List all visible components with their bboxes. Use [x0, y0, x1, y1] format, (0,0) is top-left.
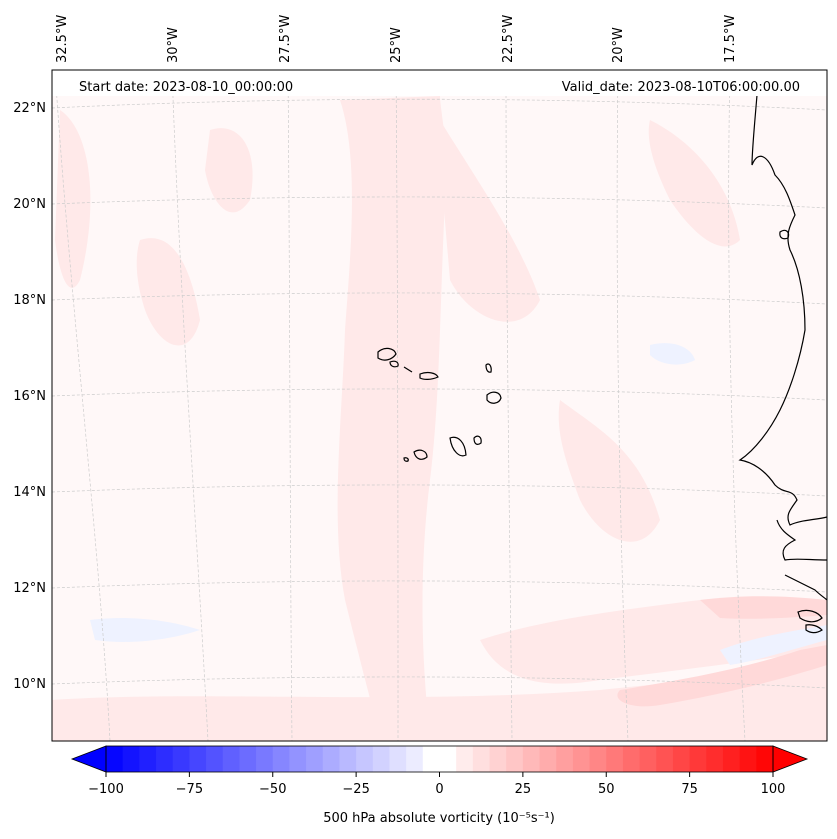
- colorbar-cell: [306, 746, 324, 772]
- colorbar-cell: [689, 746, 707, 772]
- colorbar-tick-label: 100: [761, 782, 786, 797]
- colorbar-tick-label: −100: [88, 782, 124, 797]
- colorbar-label: 500 hPa absolute vorticity (10⁻⁵s⁻¹): [323, 811, 555, 826]
- vorticity-field-stronger: [617, 596, 827, 707]
- start-date-label: Start date: 2023-08-10_00:00:00: [79, 80, 293, 95]
- map-panel: Start date: 2023-08-10_00:00:00 Valid_da…: [51, 69, 828, 742]
- lat-label-16n: 16°N: [13, 389, 46, 404]
- colorbar-cell: [439, 746, 457, 772]
- lon-label-17-5w: 17.5°W: [723, 15, 738, 63]
- lat-label-18n: 18°N: [13, 293, 46, 308]
- colorbar-cell: [156, 746, 174, 772]
- latitude-labels: 22°N 20°N 18°N 16°N 14°N 12°N 10°N: [13, 101, 46, 692]
- colorbar-cell: [472, 746, 491, 772]
- colorbar-cell: [706, 746, 724, 772]
- colorbar-cell: [239, 746, 257, 772]
- colorbar-cell: [256, 746, 274, 772]
- lat-label-14n: 14°N: [13, 485, 46, 500]
- africa-coast: [738, 94, 828, 526]
- colorbar-cell: [189, 746, 207, 772]
- lat-label-12n: 12°N: [13, 581, 46, 596]
- cape-verde-islands: [377, 347, 502, 462]
- colorbar-cell: [506, 746, 524, 772]
- colorbar-cell: [756, 746, 774, 772]
- lat-label-10n: 10°N: [13, 677, 46, 692]
- colorbar-cell: [172, 746, 190, 772]
- longitude-labels: 32.5°W 30°W 27.5°W 25°W 22.5°W 20°W 17.5…: [55, 15, 738, 63]
- colorbar-tick-label: −50: [259, 782, 286, 797]
- valid-date-label: Valid_date: 2023-08-10T06:00:00.00: [562, 80, 800, 95]
- coastline: [738, 94, 828, 634]
- colorbar-cell: [289, 746, 307, 772]
- lon-label-22-5w: 22.5°W: [501, 15, 516, 63]
- colorbar-cell: [489, 746, 507, 772]
- colorbar-cell: [122, 746, 140, 772]
- colorbar-cell: [222, 746, 240, 772]
- colorbar-cell: [406, 746, 424, 772]
- colorbar-cell: [639, 746, 657, 772]
- header-strip: [52, 70, 827, 96]
- colorbar-tick-label: −25: [342, 782, 369, 797]
- colorbar-cell: [106, 746, 124, 772]
- colorbar-cell: [522, 746, 541, 772]
- colorbar-tick-label: 50: [598, 782, 615, 797]
- lon-label-32-5w: 32.5°W: [55, 15, 70, 63]
- gridlines: [51, 69, 828, 742]
- colorbar-cell: [389, 746, 407, 772]
- colorbar-cell: [272, 746, 290, 772]
- colorbar-cell: [606, 746, 624, 772]
- lon-label-25w: 25°W: [389, 27, 404, 63]
- lat-label-20n: 20°N: [13, 197, 46, 212]
- colorbar-cell: [722, 746, 741, 772]
- colorbar-cell: [556, 746, 574, 772]
- colorbar-tick-label: −75: [176, 782, 203, 797]
- colorbar-tick-label: 0: [435, 782, 443, 797]
- colorbar: −100 −75 −50 −25 0 25 50 75 100 500 hPa absolute…: [70, 745, 809, 826]
- colorbar-cell: [539, 746, 557, 772]
- lon-label-27-5w: 27.5°W: [278, 15, 293, 63]
- colorbar-cell: [206, 746, 224, 772]
- colorbar-cell: [139, 746, 157, 772]
- colorbar-ticks: −100 −75 −50 −25 0 25 50 75 100: [88, 772, 785, 797]
- colorbar-cell: [656, 746, 674, 772]
- colorbar-cell: [672, 746, 691, 772]
- colorbar-cell: [372, 746, 390, 772]
- colorbar-cell: [356, 746, 374, 772]
- colorbar-min-arrow: [70, 745, 107, 773]
- lon-label-20w: 20°W: [611, 27, 626, 63]
- vorticity-field: [52, 96, 827, 741]
- lat-label-22n: 22°N: [13, 101, 46, 116]
- lon-label-30w: 30°W: [166, 27, 181, 63]
- colorbar-cells: [106, 746, 774, 772]
- colorbar-cell: [589, 746, 607, 772]
- colorbar-max-arrow: [772, 745, 809, 773]
- vorticity-field-negative: [90, 343, 827, 665]
- colorbar-cell: [322, 746, 340, 772]
- colorbar-cell: [739, 746, 757, 772]
- colorbar-tick-label: 25: [515, 782, 532, 797]
- colorbar-cell: [456, 746, 474, 772]
- colorbar-cell: [339, 746, 357, 772]
- colorbar-cell: [622, 746, 641, 772]
- map-frame: [51, 69, 828, 742]
- colorbar-cell: [422, 746, 440, 772]
- colorbar-cell: [572, 746, 591, 772]
- colorbar-tick-label: 75: [681, 782, 698, 797]
